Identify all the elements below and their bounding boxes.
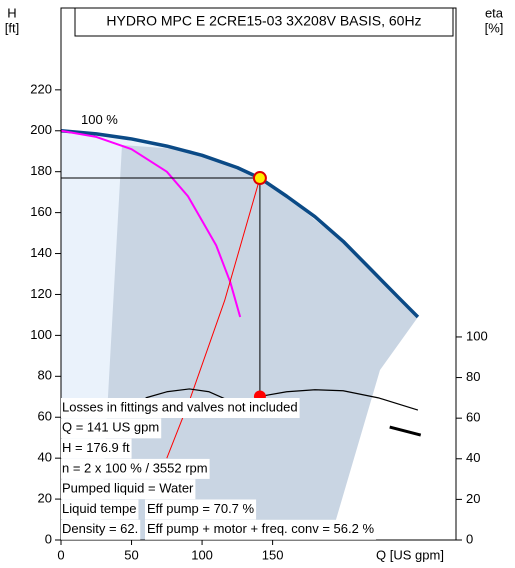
x-tick-label: 50 xyxy=(124,547,138,562)
y2-unit: [%] xyxy=(485,20,504,35)
annotation: Q = 141 US gpm xyxy=(62,420,159,435)
x-tick-label: 0 xyxy=(57,547,64,562)
y-tick-label: 20 xyxy=(38,491,52,506)
operating-area xyxy=(100,145,418,540)
curves: 100 % xyxy=(60,112,422,459)
title-box xyxy=(74,7,454,37)
y2-tick-label: 40 xyxy=(466,450,480,465)
annotation-backgrounds xyxy=(61,398,377,540)
annotation: H = 176.9 ft xyxy=(62,440,130,455)
annotation-bg xyxy=(61,479,196,500)
annotation-bg xyxy=(61,458,210,479)
y-tick-label: 80 xyxy=(38,368,52,383)
y2-tick-label: 80 xyxy=(466,369,480,384)
operating-point xyxy=(252,171,267,186)
annotation-bg xyxy=(61,418,162,439)
y-tick-label: 220 xyxy=(30,81,52,96)
annotation: n = 2 x 100 % / 3552 rpm xyxy=(62,460,208,475)
y2-tick-label: 0 xyxy=(466,531,473,546)
y-tick-label: 180 xyxy=(30,163,52,178)
annotation: Pumped liquid = Water xyxy=(62,481,194,496)
info-box: Losses in fittings and valves not includ… xyxy=(61,398,377,540)
y-tick-label: 200 xyxy=(30,122,52,137)
curve xyxy=(259,389,419,411)
y-tick-label: 140 xyxy=(30,245,52,260)
curve xyxy=(60,129,242,318)
annotation: Liquid tempe xyxy=(62,501,136,516)
y2-tick-label: 100 xyxy=(466,328,488,343)
y-tick-label: 60 xyxy=(38,409,52,424)
x-tick-label: 150 xyxy=(262,547,284,562)
annotation-bg xyxy=(61,499,139,520)
annotation: Eff pump = 70.7 % xyxy=(147,501,255,516)
curve-label: 100 % xyxy=(81,112,118,127)
y-tick-label: 40 xyxy=(38,450,52,465)
y-tick-label: 100 xyxy=(30,327,52,342)
annotation-bg xyxy=(145,499,257,520)
y-tick-label: 0 xyxy=(45,531,52,546)
y2-label: eta xyxy=(485,5,504,20)
y2-tick-label: 20 xyxy=(466,491,480,506)
chart-title: HYDRO MPC E 2CRE15-03 3X208V BASIS, 60Hz xyxy=(106,13,421,29)
curve xyxy=(389,425,422,437)
annotation: Density = 62. xyxy=(62,521,138,536)
annotation: Losses in fittings and valves not includ… xyxy=(62,399,298,414)
x-label: Q [US gpm] xyxy=(376,547,444,562)
y2-tick-label: 60 xyxy=(466,410,480,425)
x-tick-label: 100 xyxy=(191,547,213,562)
annotation-bg xyxy=(61,398,300,418)
curve xyxy=(166,177,261,459)
y-unit: [ft] xyxy=(5,20,19,35)
annotation-bg xyxy=(61,438,132,459)
y-tick-label: 120 xyxy=(30,286,52,301)
annotation-bg xyxy=(145,519,377,540)
y-tick-label: 160 xyxy=(30,204,52,219)
curve xyxy=(145,388,228,401)
y-label: H xyxy=(7,5,16,20)
annotation: Eff pump + motor + freq. conv = 56.2 % xyxy=(147,521,374,536)
annotation-bg xyxy=(61,519,141,540)
